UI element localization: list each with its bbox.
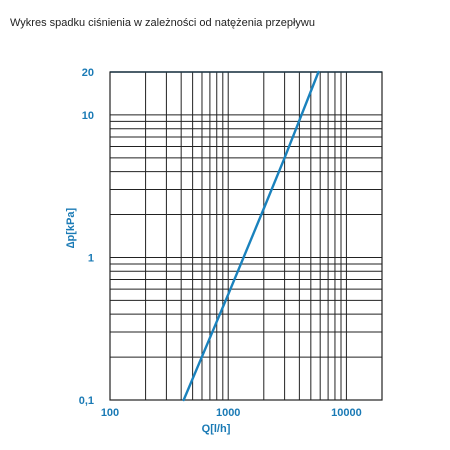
x-tick-label: 100	[101, 407, 119, 419]
x-axis-title: Q[l/h]	[202, 423, 231, 435]
y-tick-label: 20	[82, 67, 94, 79]
x-tick-label: 10000	[331, 407, 362, 419]
page-title: Wykres spadku ciśnienia w zależności od …	[10, 17, 315, 29]
series-layer	[182, 70, 320, 402]
grid-lines	[110, 71, 382, 400]
x-tick-label: 1000	[216, 407, 240, 419]
y-tick-label: 10	[82, 110, 94, 122]
y-tick-label: 0,1	[79, 395, 94, 407]
plot-frame	[109, 71, 383, 401]
y-tick-label: 1	[88, 252, 94, 264]
y-tick-labels: 0,1 1 10 20	[79, 67, 94, 407]
series-line	[182, 70, 320, 402]
y-axis-title: ∆p[kPa]	[65, 207, 77, 248]
x-tick-labels: 100 1000 10000	[101, 407, 362, 419]
